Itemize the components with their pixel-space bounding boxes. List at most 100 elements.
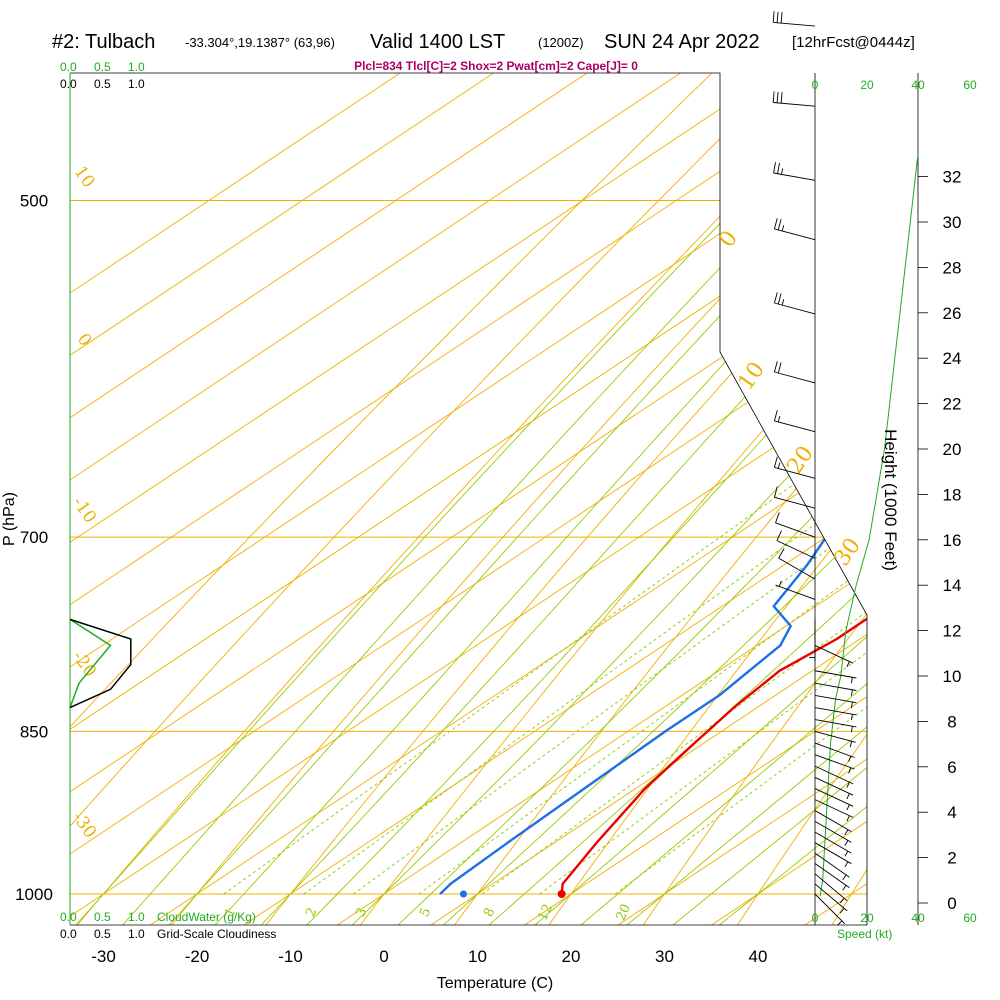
title-date: SUN 24 Apr 2022 <box>604 31 760 53</box>
cloudiness-line <box>69 618 132 709</box>
isotherm-line <box>70 73 867 925</box>
isotherm-line <box>389 73 867 925</box>
cloud-tick-bottom-2: 1.0 <box>128 927 145 941</box>
wind-barb <box>776 530 816 559</box>
wind-barb <box>773 292 816 315</box>
dry-adiabat-line <box>624 73 867 925</box>
cloud-water-line <box>69 618 112 708</box>
wind-barb <box>814 682 857 696</box>
wind-barb-staff <box>814 645 854 664</box>
dry-adiabat-line <box>70 73 867 925</box>
wind-barb <box>775 512 816 538</box>
wind-barb-feather <box>849 741 853 748</box>
wind-barb-feather <box>844 840 849 846</box>
wind-barb <box>775 580 816 600</box>
wind-barb <box>773 218 816 241</box>
dry-adiabat-line <box>719 73 867 925</box>
isotherm-line <box>70 73 867 925</box>
wind-barb-feather <box>777 162 780 174</box>
wind-barb <box>814 670 857 684</box>
moist-adiabat-line <box>502 73 867 925</box>
moist-adiabat-line <box>234 73 867 925</box>
wind-barb-feather <box>839 908 845 914</box>
surface-temperature-dot <box>557 890 566 898</box>
wind-barb-feather <box>844 850 849 857</box>
cloud-tick-top-1: 0.5 <box>94 77 111 91</box>
wind-barb-feather <box>772 91 775 103</box>
wind-barb-staff <box>814 799 854 818</box>
cw-tick-top-2: 1.0 <box>128 60 145 74</box>
x-tick-label: 0 <box>379 947 388 966</box>
wind-barb-feather <box>850 677 853 684</box>
x-tick-label: -10 <box>278 947 303 966</box>
isotherm-line <box>109 73 867 925</box>
indices-text: Plcl=834 Tlcl[C]=2 Shox=2 Pwat[cm]=2 Cap… <box>354 59 638 73</box>
wind-barb-feather <box>777 219 782 231</box>
y-tick-label: 850 <box>20 722 48 741</box>
wind-barb <box>814 765 854 788</box>
cloud-tick-bottom-0: 0.0 <box>60 927 77 941</box>
wind-barb <box>772 91 816 107</box>
wind-barb <box>814 695 857 709</box>
x-tick-label: -30 <box>91 947 116 966</box>
dry-adiabat-line <box>148 73 867 925</box>
wind-barb-staff <box>774 420 816 433</box>
height-tick-label: 0 <box>947 894 956 913</box>
wind-barb-feather <box>846 793 850 800</box>
x-axis-title: Temperature (C) <box>437 975 553 992</box>
plot-boundary-right <box>70 72 868 925</box>
wind-barb <box>814 645 854 668</box>
wind-barb-feather <box>776 91 779 103</box>
wind-barb-feather <box>837 920 843 926</box>
wind-barb <box>814 821 852 846</box>
speed-tick-top-label: 40 <box>911 78 925 92</box>
moist-adiabat-line <box>97 73 867 925</box>
cloudwater-label: CloudWater (g/Kg) <box>157 910 256 924</box>
wind-barb-staff <box>774 228 816 241</box>
speed-tick-bottom-label: 0 <box>812 911 819 925</box>
speed-tick-top-label: 20 <box>860 78 874 92</box>
moist-adiabat-line <box>548 73 867 925</box>
wind-barb-staff <box>778 557 816 580</box>
wind-barb-staff <box>774 496 816 509</box>
wind-barb <box>814 777 854 800</box>
wind-barb-staff <box>814 852 850 878</box>
moist-adiabat-line <box>368 73 867 925</box>
speed-tick-top-label: 60 <box>963 78 977 92</box>
wind-barb-feather <box>780 92 783 104</box>
wind-barb-feather <box>773 218 778 230</box>
wind-barb-feather <box>776 530 783 541</box>
wind-barb-feather <box>842 885 847 891</box>
cloudiness-label: Grid-Scale Cloudiness <box>157 927 276 941</box>
wind-barb <box>773 486 816 509</box>
moist-adiabat-line <box>143 73 867 925</box>
moist-adiabat-line <box>413 73 867 925</box>
wind-barb <box>773 162 816 181</box>
wind-barb-feather <box>773 410 778 422</box>
wind-barb-feather <box>777 415 781 423</box>
wind-barb <box>814 754 855 774</box>
speed-tick-top-label: 0 <box>812 78 819 92</box>
height-tick-label: 6 <box>947 758 956 777</box>
wind-barb-staff <box>814 742 855 758</box>
dewpoint-line <box>439 73 867 895</box>
wind-barb-staff <box>814 831 852 854</box>
isotherm-line <box>70 73 867 925</box>
y-tick-label: 500 <box>20 192 48 211</box>
wind-barb-staff <box>775 522 816 538</box>
wind-barb-feather <box>781 299 785 306</box>
height-tick-label: 32 <box>943 168 962 187</box>
title-station: #2: Tulbach <box>52 31 155 53</box>
mixing-ratio-label: 12 <box>536 902 557 923</box>
x-tick-label: 20 <box>562 947 581 966</box>
x-tick-label: 30 <box>655 947 674 966</box>
height-tick-label: 12 <box>943 622 962 641</box>
temperature-line <box>560 73 867 895</box>
height-tick-label: 20 <box>943 440 962 459</box>
dry-adiabat-line <box>70 73 867 925</box>
wind-barb-feather <box>773 486 778 498</box>
wind-barb-feather <box>846 804 850 811</box>
wind-barb <box>814 788 854 811</box>
